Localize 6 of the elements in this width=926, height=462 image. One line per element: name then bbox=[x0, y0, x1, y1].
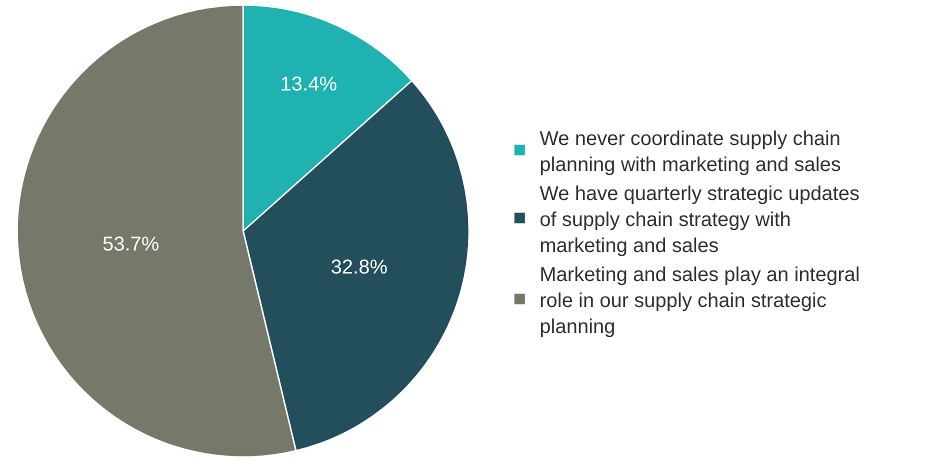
legend-label: We have quarterly strategic updates of supply chain strategy with marketing and sales bbox=[540, 182, 860, 257]
data-label: 13.4% bbox=[280, 74, 338, 96]
legend-label: Marketing and sales play an integral role in our supply chain strategic planning bbox=[540, 264, 860, 338]
data-label: 32.8% bbox=[330, 256, 388, 278]
legend-label: We never coordinate supply chain planning with marketing and sales bbox=[540, 128, 841, 176]
data-label: 53.7% bbox=[102, 233, 160, 256]
